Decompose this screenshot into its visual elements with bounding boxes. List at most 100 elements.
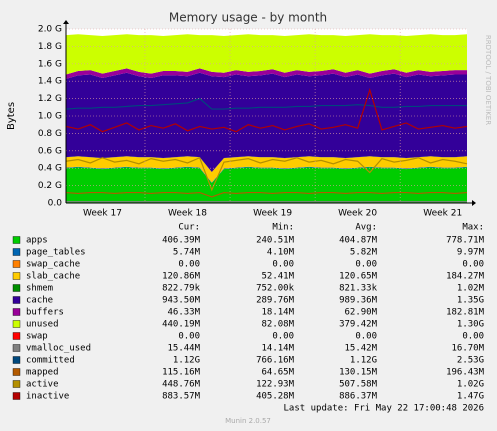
watermark: RRDTOOL / TOBI OETIKER [484, 35, 492, 125]
legend-stat: 448.76M [162, 380, 201, 390]
x-tick-label: Week 21 [423, 209, 462, 219]
legend: Cur: Min: Avg: Max: apps 406.39M 240.51M 404.87… [12, 223, 485, 402]
legend-stat: 120.86M [162, 272, 201, 282]
legend-swatch [12, 380, 21, 388]
legend-stat: 62.90M [344, 308, 377, 318]
y-tick-label: 0.8 G [38, 129, 62, 139]
area-series [66, 156, 467, 183]
legend-stat: 1.02M [457, 284, 485, 294]
legend-stat: 15.44M [167, 344, 200, 354]
legend-stat: 16.70M [451, 344, 484, 354]
legend-stat: 0.00 [462, 332, 484, 342]
legend-stat: 184.27M [446, 272, 485, 282]
y-tick-label: 1.8 G [38, 42, 62, 52]
legend-stat: 507.58M [339, 380, 378, 390]
legend-stat: 0.00 [272, 332, 294, 342]
legend-column-header: Min: [272, 223, 294, 233]
line-series [65, 97, 467, 110]
legend-stat: 115.16M [162, 368, 201, 378]
y-axis-arrow [63, 20, 69, 24]
legend-stat: 130.15M [339, 368, 378, 378]
legend-entry: inactive [26, 392, 69, 402]
legend-swatch [12, 236, 21, 244]
legend-swatch [12, 308, 21, 316]
y-tick-label: 0.2 G [38, 181, 62, 191]
legend-swatch [12, 320, 21, 328]
legend-entry: cache [26, 296, 53, 306]
legend-entry: mapped [26, 368, 59, 378]
legend-column-header: Cur: [178, 223, 200, 233]
plot: 0.0 0.2 G 0.4 G 0.6 G 0.8 G 1.0 G 1.2 G 1.4 G 1.… [38, 20, 476, 219]
line-series [65, 87, 468, 133]
legend-stat: 1.12G [173, 356, 200, 366]
x-tick-label: Week 20 [338, 209, 377, 219]
legend-entry: unused [26, 320, 59, 330]
legend-column-header: Max: [462, 223, 484, 233]
legend-entry: active [26, 380, 59, 390]
legend-stat: 1.30G [457, 320, 484, 330]
legend-swatch [12, 392, 21, 400]
legend-stat: 46.33M [167, 308, 200, 318]
y-tick-label: 1.4 G [38, 77, 62, 87]
legend-swatch [12, 272, 21, 280]
legend-stat: 379.42M [339, 320, 378, 330]
legend-stat: 0.00 [355, 332, 377, 342]
legend-swatch [12, 248, 21, 256]
area-series [66, 34, 467, 75]
legend-entry: vmalloc_used [26, 344, 91, 354]
legend-stat: 943.50M [162, 296, 201, 306]
x-tick-label: Week 17 [83, 209, 122, 219]
y-tick-label: 2.0 G [38, 25, 62, 35]
legend-entry: committed [26, 356, 75, 366]
legend-stat: 752.00k [256, 284, 295, 294]
legend-stat: 0.00 [355, 260, 377, 270]
legend-stat: 9.97M [457, 248, 485, 258]
legend-stat: 4.10M [267, 248, 295, 258]
legend-stat: 989.36M [339, 296, 378, 306]
legend-stat: 1.12G [350, 356, 377, 366]
legend-stat: 406.39M [162, 236, 201, 246]
legend-stat: 5.82M [350, 248, 378, 258]
x-axis-arrow [472, 200, 476, 206]
legend-entry: page_tables [26, 248, 86, 258]
legend-swatch [12, 332, 21, 340]
y-tick-label: 1.6 G [38, 59, 62, 69]
legend-stat: 240.51M [256, 236, 295, 246]
footer: Munin 2.0.57 [225, 417, 271, 425]
legend-stat: 886.37M [339, 392, 378, 402]
legend-entry: buffers [26, 308, 64, 318]
y-tick-label: 0.6 G [38, 146, 62, 156]
legend-stat: 120.65M [339, 272, 378, 282]
x-tick-label: Week 19 [253, 209, 292, 219]
legend-stat: 405.28M [256, 392, 295, 402]
legend-stat: 778.71M [446, 236, 485, 246]
legend-swatch [12, 284, 21, 292]
legend-entry: apps [26, 236, 48, 246]
area-series [66, 167, 467, 203]
legend-swatch [12, 296, 21, 304]
legend-entry: swap_cache [26, 260, 80, 270]
legend-stat: 182.81M [446, 308, 485, 318]
x-tick-label: Week 18 [168, 209, 207, 219]
legend-stat: 440.19M [162, 320, 201, 330]
legend-stat: 64.65M [261, 368, 294, 378]
legend-stat: 196.43M [446, 368, 485, 378]
legend-swatch [12, 344, 21, 352]
area-series [66, 166, 467, 183]
legend-stat: 2.53G [457, 356, 484, 366]
legend-stat: 404.87M [339, 236, 378, 246]
legend-stat: 822.79k [162, 284, 201, 294]
legend-stat: 289.76M [256, 296, 295, 306]
legend-column-header: Avg: [355, 223, 377, 233]
chart-title: Memory usage - by month [169, 11, 327, 25]
legend-stat: 15.42M [344, 344, 377, 354]
y-tick-label: 0.4 G [38, 164, 62, 174]
legend-stat: 1.02G [457, 380, 484, 390]
legend-swatch [12, 368, 21, 376]
y-tick-label: 1.2 G [38, 94, 62, 104]
y-axis-label: Bytes [6, 102, 17, 130]
legend-entry: shmem [26, 284, 53, 294]
legend-stat: 0.00 [462, 260, 484, 270]
legend-stat: 1.47G [457, 392, 484, 402]
legend-stat: 5.74M [173, 248, 201, 258]
